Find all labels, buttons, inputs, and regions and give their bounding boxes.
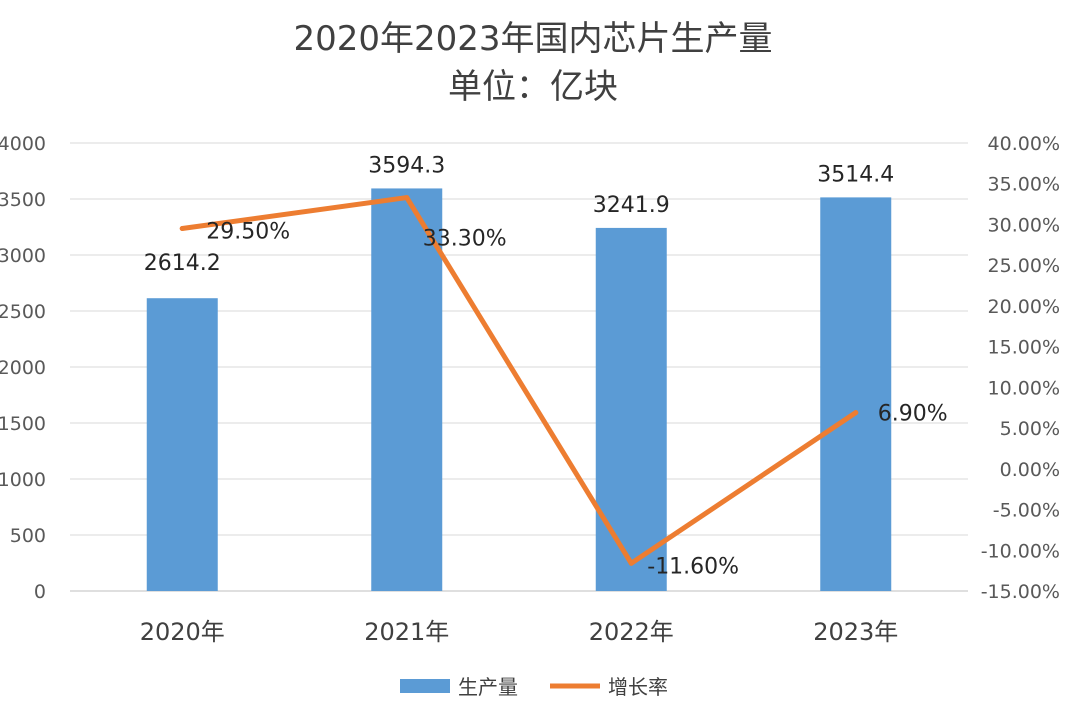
right-axis-tick-label: 40.00% (988, 133, 1060, 155)
left-axis-tick-label: 2500 (0, 301, 46, 323)
legend-line-label: 增长率 (608, 675, 668, 699)
right-axis-tick-label: 10.00% (988, 377, 1060, 399)
left-axis-tick-label: 3000 (0, 245, 46, 267)
right-axis-ticks: -15.00% -10.00% -5.00% 0.00% 5.00% 10.00% 15.0… (981, 133, 1060, 603)
bar-2023年 (820, 197, 892, 591)
left-axis-tick-label: 3500 (0, 189, 46, 211)
category-label: 2022年 (589, 618, 674, 646)
bar-2020年 (146, 298, 218, 591)
gridlines (70, 142, 968, 592)
left-axis-tick-label: 1000 (0, 469, 46, 491)
bar-value-label: 3594.3 (368, 153, 445, 178)
left-axis-tick-label: 2000 (0, 357, 46, 379)
bar-2022年 (595, 227, 667, 591)
left-axis-ticks: 0 500 1000 1500 2000 2500 3000 3500 4000 (0, 133, 46, 603)
bar-value-label: 3241.9 (593, 193, 670, 218)
category-label: 2023年 (813, 618, 898, 646)
bar-value-label: 3514.4 (817, 162, 894, 187)
line-point-2023年 (853, 410, 859, 416)
line-series (179, 195, 859, 566)
chart-title: 2020年2023年国内芯片生产量 (293, 19, 772, 59)
line-value-label: -11.60% (647, 554, 739, 579)
line-point-2021年 (404, 195, 410, 201)
right-axis-tick-label: 0.00% (1000, 459, 1060, 481)
left-axis-tick-label: 1500 (0, 413, 46, 435)
right-axis-tick-label: 20.00% (988, 296, 1060, 318)
right-axis-tick-label: -15.00% (981, 581, 1060, 603)
left-axis-tick-label: 0 (34, 581, 46, 603)
line-point-2020年 (179, 226, 185, 232)
legend: 生产量 增长率 (400, 675, 668, 699)
right-axis-tick-label: -10.00% (981, 540, 1060, 562)
growth-rate-line (179, 195, 859, 566)
line-value-label: 33.30% (423, 227, 507, 252)
legend-bar-label: 生产量 (458, 675, 518, 699)
line-value-label: 29.50% (206, 220, 290, 245)
left-axis-tick-label: 500 (10, 525, 46, 547)
right-axis-tick-label: 5.00% (1000, 418, 1060, 440)
left-axis-tick-label: 4000 (0, 133, 46, 155)
right-axis-tick-label: 30.00% (988, 214, 1060, 236)
bar-series (146, 188, 892, 591)
legend-bar-swatch (400, 679, 450, 693)
right-axis-tick-label: 35.00% (988, 174, 1060, 196)
data-labels: 2614.2 3594.3 3241.9 3514.4 29.50% 33.30% -11.… (144, 153, 948, 579)
category-labels: 2020年 2021年 2022年 2023年 (140, 618, 899, 646)
bar-2021年 (371, 188, 443, 591)
line-value-label: 6.90% (878, 402, 948, 427)
line-point-2022年 (628, 560, 634, 566)
right-axis-tick-label: 15.00% (988, 337, 1060, 359)
category-label: 2020年 (140, 618, 225, 646)
category-label: 2021年 (364, 618, 449, 646)
chart-subtitle: 单位：亿块 (448, 67, 618, 107)
right-axis-tick-label: -5.00% (993, 500, 1060, 522)
right-axis-tick-label: 25.00% (988, 255, 1060, 277)
bar-value-label: 2614.2 (144, 251, 221, 276)
